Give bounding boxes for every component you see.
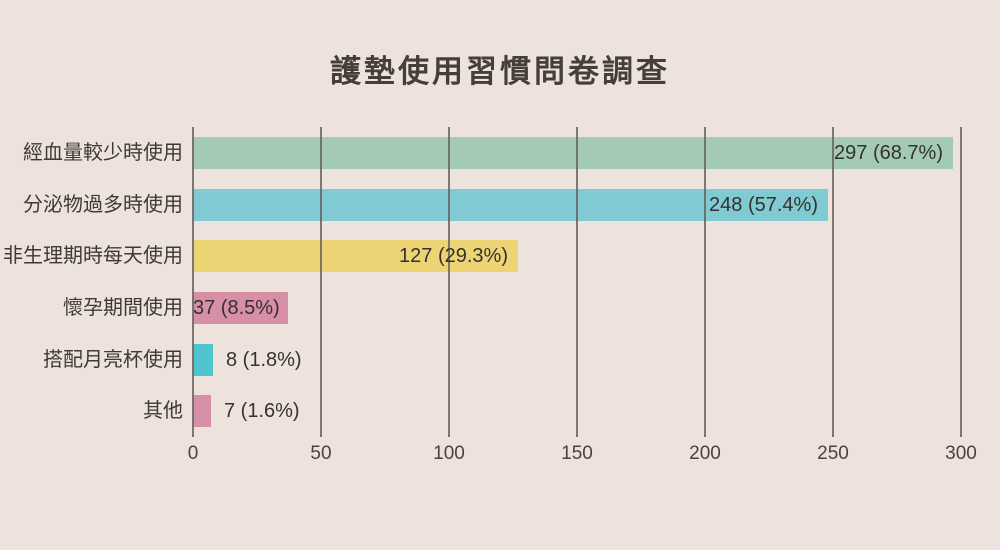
chart-title: 護墊使用習慣問卷調查 [330,54,670,89]
x-tick-label: 0 [187,443,199,464]
gridline-x-100 [448,127,450,437]
x-tick-label: 200 [689,443,721,464]
category-label: 經血量較少時使用 [23,141,183,164]
gridline-x-150 [576,127,578,437]
bar-2 [193,188,828,221]
x-tick-label: 300 [945,443,977,464]
x-tick-label: 100 [433,443,465,464]
bar-4 [193,291,288,324]
value-label: 7 (1.6%) [224,400,300,423]
bar-3 [193,240,518,273]
x-tick-label: 250 [817,443,849,464]
category-label: 分泌物過多時使用 [23,193,183,216]
value-label: 8 (1.8%) [226,348,302,371]
value-label: 37 (8.5%) [193,296,280,319]
value-label: 248 (57.4%) [709,193,818,216]
gridline-x-0 [192,127,194,437]
category-label: 非生理期時每天使用 [3,245,183,268]
bar-6 [193,395,211,428]
value-label: 127 (29.3%) [399,245,508,268]
value-label: 297 (68.7%) [834,141,943,164]
category-label: 其他 [143,400,183,423]
bar-5 [193,343,213,376]
x-tick-label: 150 [561,443,593,464]
bar-1 [193,136,953,169]
category-label: 懷孕期間使用 [63,296,183,319]
gridline-x-200 [704,127,706,437]
x-tick-label: 50 [310,443,332,464]
gridline-x-300 [960,127,962,437]
gridline-x-250 [832,127,834,437]
gridline-x-50 [320,127,322,437]
category-label: 搭配月亮杯使用 [43,348,183,371]
